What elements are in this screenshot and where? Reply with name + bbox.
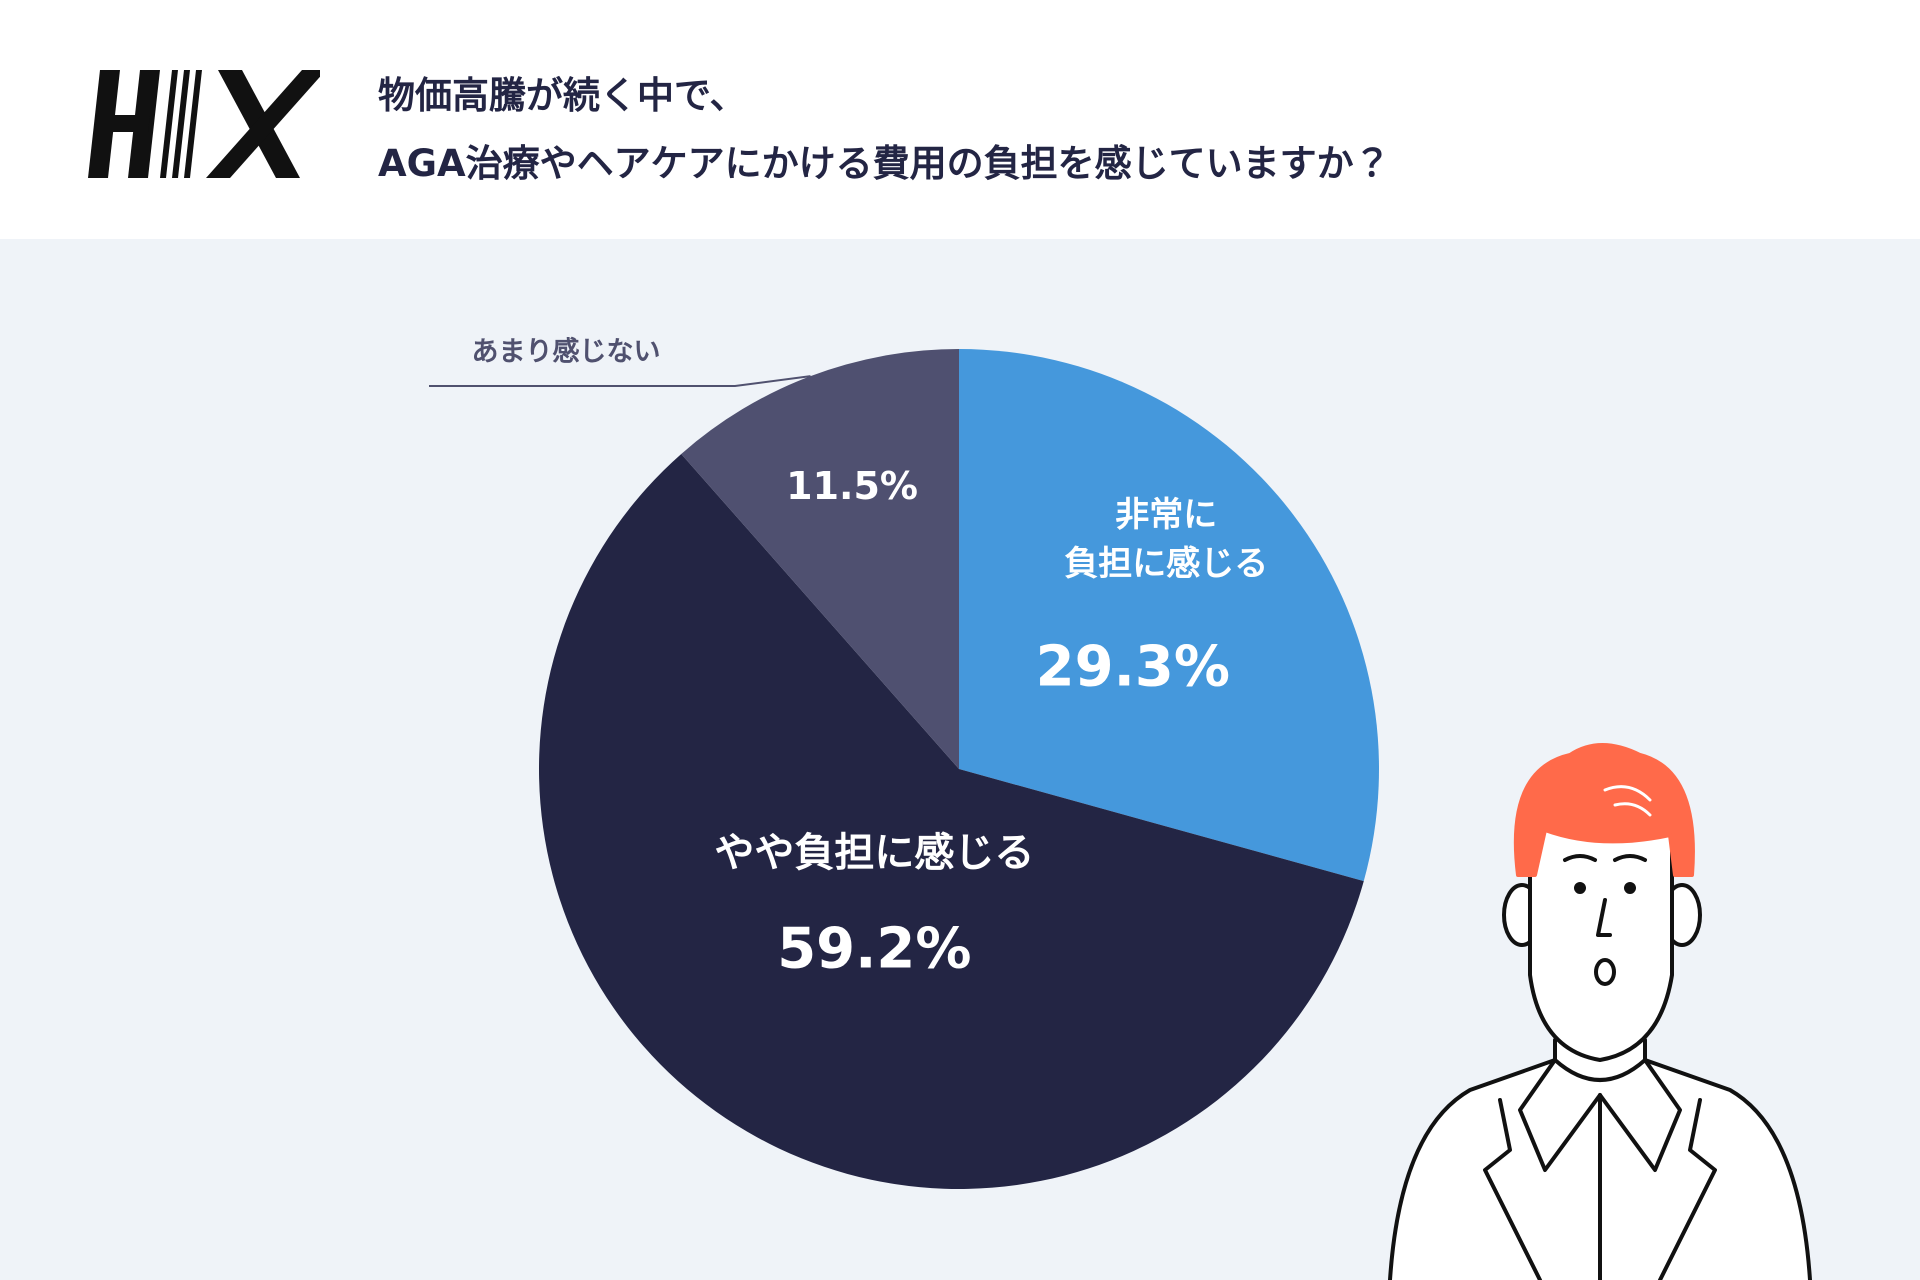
leader-line	[429, 375, 811, 387]
value-label: 59.2%	[777, 916, 972, 982]
pie-slice	[681, 349, 959, 769]
person	[1388, 743, 1812, 1280]
chart-title: 物価高騰が続く中で、 AGA治療やヘアケアにかける費用の負担を感じていますか？	[378, 74, 1391, 185]
header: 物価高騰が続く中で、 AGA治療やヘアケアにかける費用の負担を感じていますか？	[0, 0, 1920, 239]
value-label: 11.5%	[786, 464, 919, 509]
category-label: あまり感じない	[471, 336, 661, 368]
value-label: 29.3%	[1035, 634, 1230, 700]
category-label: 非常に 負担に感じる	[1064, 495, 1269, 585]
pie-slice	[959, 349, 1379, 882]
category-label: やや負担に感じる	[714, 830, 1035, 877]
logo	[88, 70, 320, 178]
pie-slice	[538, 453, 1364, 1190]
